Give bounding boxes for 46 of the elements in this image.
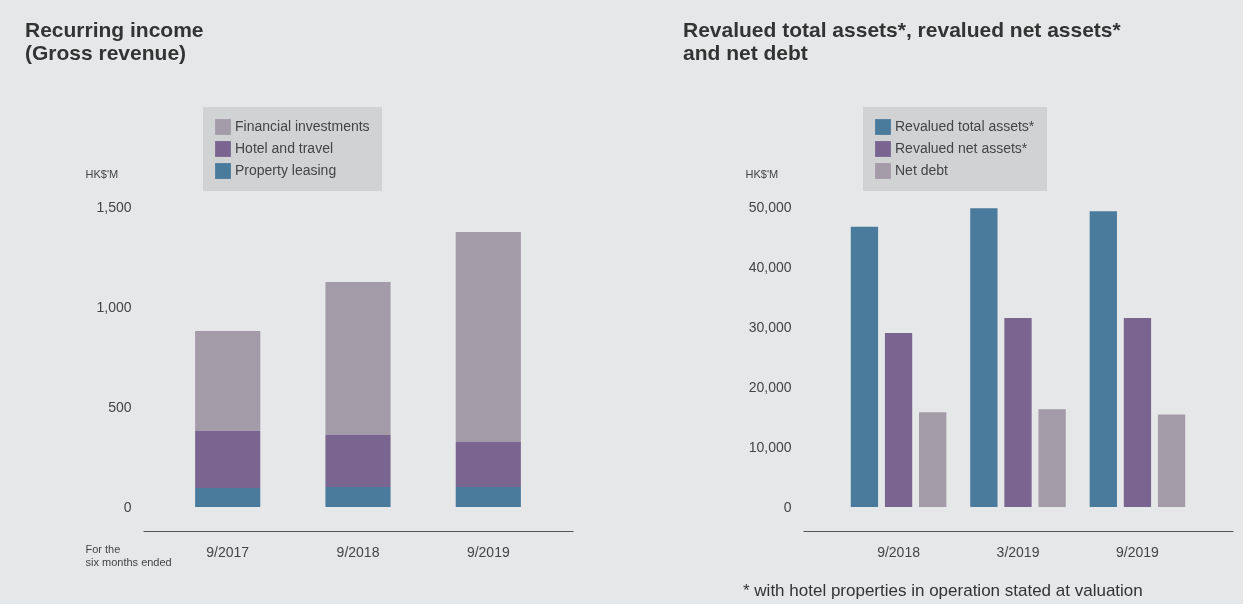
bar [195,331,261,431]
bar [884,333,913,507]
y-tick-label: 20,000 [748,378,792,395]
bar [1089,211,1117,507]
bar [1157,414,1186,507]
legend-label: Revalued total assets* [895,118,1035,134]
chart-title: Recurring income (Gross revenue) [25,18,204,64]
x-axis-title: For the six months ended [85,542,172,568]
bar [195,431,261,488]
y-tick-label: 10,000 [748,438,792,455]
bar [455,487,521,507]
bar [455,232,521,442]
y-tick-label: 1,500 [96,198,132,215]
bar [1123,318,1152,507]
bar [970,208,998,507]
bar [325,435,391,487]
bar [919,412,947,507]
y-tick-label: 0 [783,498,792,515]
x-tick-label: 9/2018 [336,543,380,560]
bar [850,226,879,507]
y-tick-label: 30,000 [748,318,792,335]
bar [195,488,261,507]
bar [1038,409,1066,507]
legend-label: Hotel and travel [235,140,334,156]
bar [1004,318,1032,507]
x-tick-label: 9/2019 [466,543,510,560]
y-tick-label: 40,000 [748,258,792,275]
chart-title: Revalued total assets*, revalued net assets* and net debt [683,18,1122,64]
legend-label: Property leasing [235,162,337,178]
legend-label: Financial investments [235,118,370,134]
text: * with hotel properties in operation stated at valuation [743,581,1143,600]
x-tick-label: 9/2018 [877,543,921,560]
y-tick-label: 500 [108,398,132,415]
legend-label: Net debt [895,162,949,178]
bar [325,487,391,507]
y-tick-label: 50,000 [748,198,792,215]
y-axis-title: HK$'M [85,167,119,180]
legend-label: Revalued net assets* [895,140,1028,156]
bar [455,442,521,487]
y-tick-label: 1,000 [96,298,132,315]
y-tick-label: 0 [123,498,132,515]
x-tick-label: 9/2017 [206,543,250,560]
x-tick-label: 9/2019 [1116,543,1160,560]
y-axis-title: HK$'M [745,167,779,180]
x-tick-label: 3/2019 [996,543,1040,560]
bar [325,282,391,435]
